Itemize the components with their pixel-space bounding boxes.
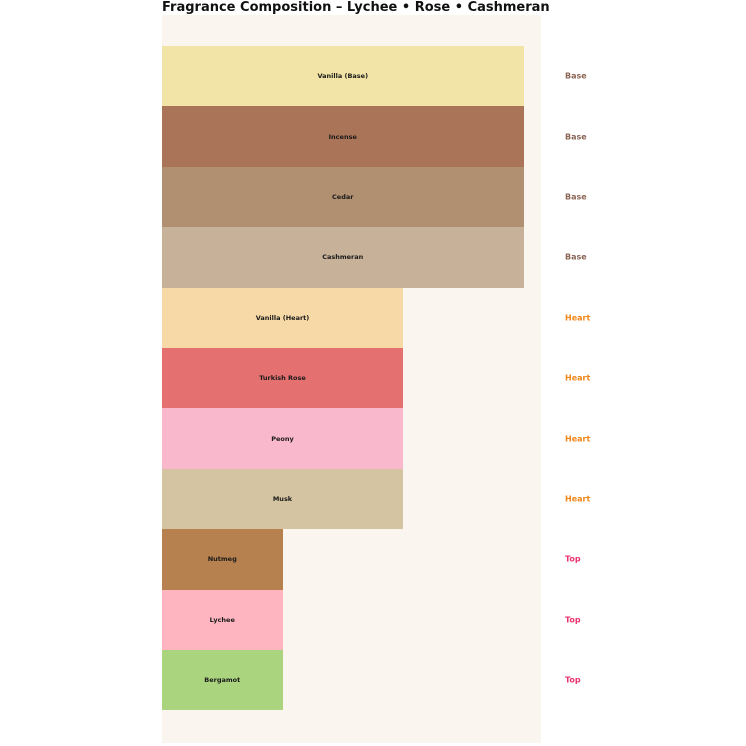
bar-cashmeran: Cashmeran xyxy=(162,227,524,288)
bar-label: Vanilla (Heart) xyxy=(255,313,310,322)
bar-lychee: Lychee xyxy=(162,589,283,650)
bar-label: Cashmeran xyxy=(322,253,364,262)
bar-label: Incense xyxy=(328,132,357,141)
bar-label: Cedar xyxy=(332,192,354,201)
tier-label-top: Top xyxy=(565,615,581,625)
bar-musk: Musk xyxy=(162,468,403,530)
bar-label: Musk xyxy=(272,494,293,503)
tier-label-base: Base xyxy=(565,252,587,262)
tier-label-top: Top xyxy=(565,675,581,685)
bar-vanilla-heart: Vanilla (Heart) xyxy=(162,287,403,348)
bar-label: Bergamot xyxy=(204,676,241,685)
tier-label-heart: Heart xyxy=(565,313,591,323)
tier-label-base: Base xyxy=(565,132,587,142)
bar-label: Nutmeg xyxy=(207,555,237,564)
tier-label-top: Top xyxy=(565,554,581,564)
bar-incense: Incense xyxy=(162,106,524,167)
bar-vanilla-base: Vanilla (Base) xyxy=(162,46,524,107)
plot-area: Vanilla (Base) Incense Cedar Cashmeran Vanil… xyxy=(162,15,541,743)
tier-label-heart: Heart xyxy=(565,373,591,383)
chart-title: Fragrance Composition – Lychee • Rose • … xyxy=(162,0,550,15)
bar-turkish-rose: Turkish Rose xyxy=(162,348,403,409)
bar-label: Turkish Rose xyxy=(259,374,306,383)
bar-cedar: Cedar xyxy=(162,166,524,228)
bar-peony: Peony xyxy=(162,408,403,469)
tier-label-heart: Heart xyxy=(565,434,591,444)
bar-label: Lychee xyxy=(209,615,235,624)
bar-label: Vanilla (Base) xyxy=(317,72,369,81)
tier-label-heart: Heart xyxy=(565,494,591,504)
tier-label-base: Base xyxy=(565,71,587,81)
tier-label-base: Base xyxy=(565,192,587,202)
bar-bergamot: Bergamot xyxy=(162,650,283,711)
bar-label: Peony xyxy=(271,434,294,443)
bar-nutmeg: Nutmeg xyxy=(162,529,283,590)
